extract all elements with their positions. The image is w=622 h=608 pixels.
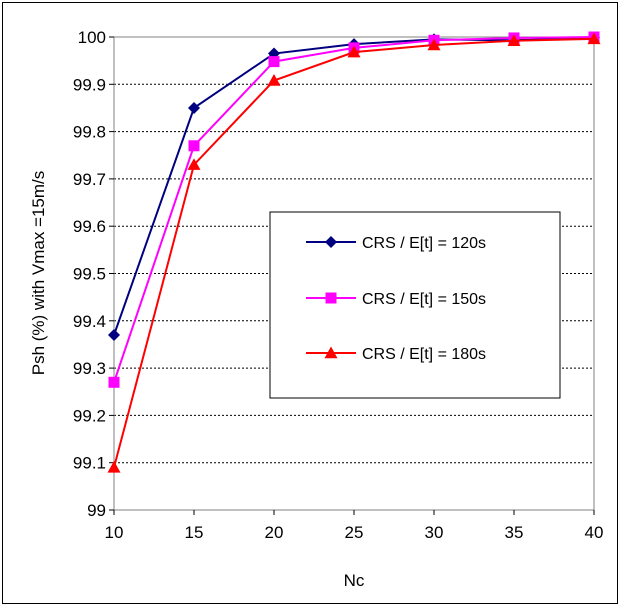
legend-label: CRS / E[t] = 120s bbox=[362, 235, 486, 252]
data-point bbox=[107, 460, 121, 473]
y-tick-label: 99.5 bbox=[73, 265, 106, 284]
data-point bbox=[187, 158, 201, 170]
series-3 bbox=[107, 32, 601, 473]
data-point bbox=[188, 101, 200, 114]
y-axis-ticks: 99 99.1 99.2 99.3 99.4 99.5 99.6 99.7 99.8 99.9 10… bbox=[73, 28, 114, 520]
data-point bbox=[347, 45, 361, 58]
x-tick-label: 15 bbox=[185, 523, 204, 542]
data-point bbox=[267, 74, 281, 86]
legend-item: CRS / E[t] = 150s bbox=[306, 291, 486, 308]
y-tick-label: 99 bbox=[87, 501, 106, 520]
legend-item: CRS / E[t] = 120s bbox=[306, 235, 486, 252]
legend-marker bbox=[325, 236, 337, 248]
legend-label: CRS / E[t] = 180s bbox=[362, 346, 486, 363]
y-tick-label: 99.2 bbox=[73, 406, 106, 425]
data-point bbox=[188, 140, 200, 152]
legend-marker bbox=[325, 292, 337, 304]
y-tick-label: 99.9 bbox=[73, 75, 106, 94]
x-tick-label: 25 bbox=[345, 523, 364, 542]
y-tick-label: 100 bbox=[78, 28, 106, 47]
x-axis-label: Nc bbox=[344, 571, 365, 590]
data-point bbox=[427, 38, 441, 51]
legend-label: CRS / E[t] = 150s bbox=[362, 291, 486, 308]
data-series bbox=[107, 31, 601, 473]
y-axis-label: Psh (%) with Vmax =15m/s bbox=[29, 171, 48, 376]
x-tick-label: 40 bbox=[585, 523, 604, 542]
data-point bbox=[268, 56, 280, 68]
x-axis-ticks: 10 15 20 25 30 35 40 bbox=[105, 510, 604, 542]
y-tick-label: 99.6 bbox=[73, 217, 106, 236]
x-tick-label: 35 bbox=[505, 523, 524, 542]
y-tick-label: 99.8 bbox=[73, 123, 106, 142]
y-tick-label: 99.3 bbox=[73, 359, 106, 378]
x-tick-label: 30 bbox=[425, 523, 444, 542]
data-point bbox=[108, 328, 120, 341]
data-point bbox=[587, 32, 601, 45]
legend-marker bbox=[324, 346, 338, 359]
x-tick-label: 20 bbox=[265, 523, 284, 542]
data-point bbox=[507, 34, 521, 46]
data-point bbox=[108, 376, 120, 388]
y-tick-label: 99.4 bbox=[73, 312, 106, 331]
x-tick-label: 10 bbox=[105, 523, 124, 542]
legend-item: CRS / E[t] = 180s bbox=[306, 346, 486, 363]
y-tick-label: 99.1 bbox=[73, 454, 106, 473]
legend: CRS / E[t] = 120s CRS / E[t] = 150s CRS / … bbox=[269, 211, 561, 399]
y-tick-label: 99.7 bbox=[73, 170, 106, 189]
